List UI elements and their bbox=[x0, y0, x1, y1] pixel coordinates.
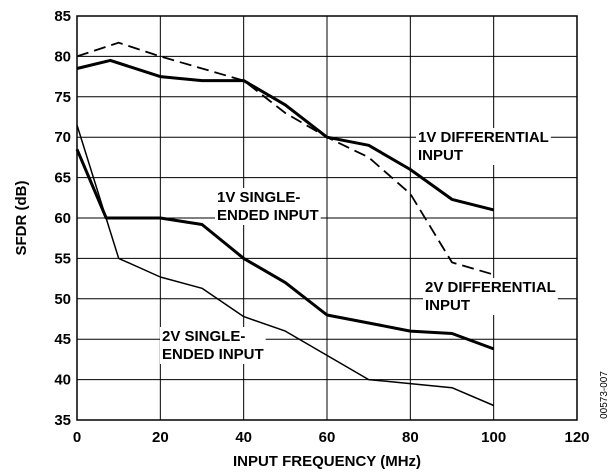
y-tick-label: 75 bbox=[54, 89, 71, 106]
y-tick-label: 70 bbox=[54, 129, 71, 146]
annotation-label: 1V SINGLE-ENDED INPUT bbox=[215, 188, 321, 225]
annotation-background bbox=[215, 188, 321, 225]
series-line-1v-single-ended-input bbox=[75, 148, 495, 351]
x-tick-label: 0 bbox=[73, 429, 81, 446]
x-tick-label: 80 bbox=[402, 429, 419, 446]
annotation-background bbox=[160, 327, 266, 364]
figure-code: 00573-007 bbox=[599, 371, 610, 419]
y-tick-labels: 35 40 45 50 55 60 65 70 75 80 85 bbox=[54, 8, 71, 429]
series-lines bbox=[75, 41, 495, 407]
annotation-line: 1V SINGLE- bbox=[217, 189, 300, 206]
y-axis-label: SFDR (dB) bbox=[13, 181, 30, 256]
series-line-1v-differential-input bbox=[76, 58, 495, 212]
annotation-line: 2V SINGLE- bbox=[162, 328, 245, 345]
annotation-label: 2V SINGLE-ENDED INPUT bbox=[160, 327, 266, 364]
y-tick-label: 50 bbox=[54, 291, 71, 308]
x-tick-labels: 0 20 40 60 80 100 120 bbox=[73, 429, 590, 446]
x-tick-label: 120 bbox=[564, 429, 589, 446]
annotation-line: ENDED INPUT bbox=[162, 346, 264, 363]
x-tick-label: 40 bbox=[235, 429, 252, 446]
x-axis-label: INPUT FREQUENCY (MHz) bbox=[233, 453, 421, 470]
y-tick-label: 80 bbox=[54, 48, 71, 65]
annotation-line: 1V DIFFERENTIAL bbox=[418, 129, 549, 146]
series-line-2v-differential-input bbox=[76, 41, 494, 276]
plot-frame bbox=[76, 15, 578, 421]
annotation-line: 2V DIFFERENTIAL bbox=[425, 279, 556, 296]
y-tick-label: 40 bbox=[54, 372, 71, 389]
x-tick-label: 100 bbox=[481, 429, 506, 446]
y-tick-label: 55 bbox=[54, 250, 71, 267]
x-tick-label: 20 bbox=[152, 429, 169, 446]
annotation-background bbox=[416, 128, 551, 165]
y-tick-label: 60 bbox=[54, 210, 71, 227]
y-tick-label: 65 bbox=[54, 170, 71, 187]
y-tick-label: 85 bbox=[54, 8, 71, 25]
y-tick-label: 35 bbox=[54, 412, 71, 429]
annotation-line: INPUT bbox=[425, 297, 470, 314]
series-line-2v-single-ended-input bbox=[76, 124, 494, 407]
y-tick-label: 45 bbox=[54, 331, 71, 348]
annotation-line: ENDED INPUT bbox=[217, 207, 319, 224]
x-tick-label: 60 bbox=[319, 429, 336, 446]
annotation-line: INPUT bbox=[418, 147, 463, 164]
annotation-background bbox=[423, 278, 558, 315]
